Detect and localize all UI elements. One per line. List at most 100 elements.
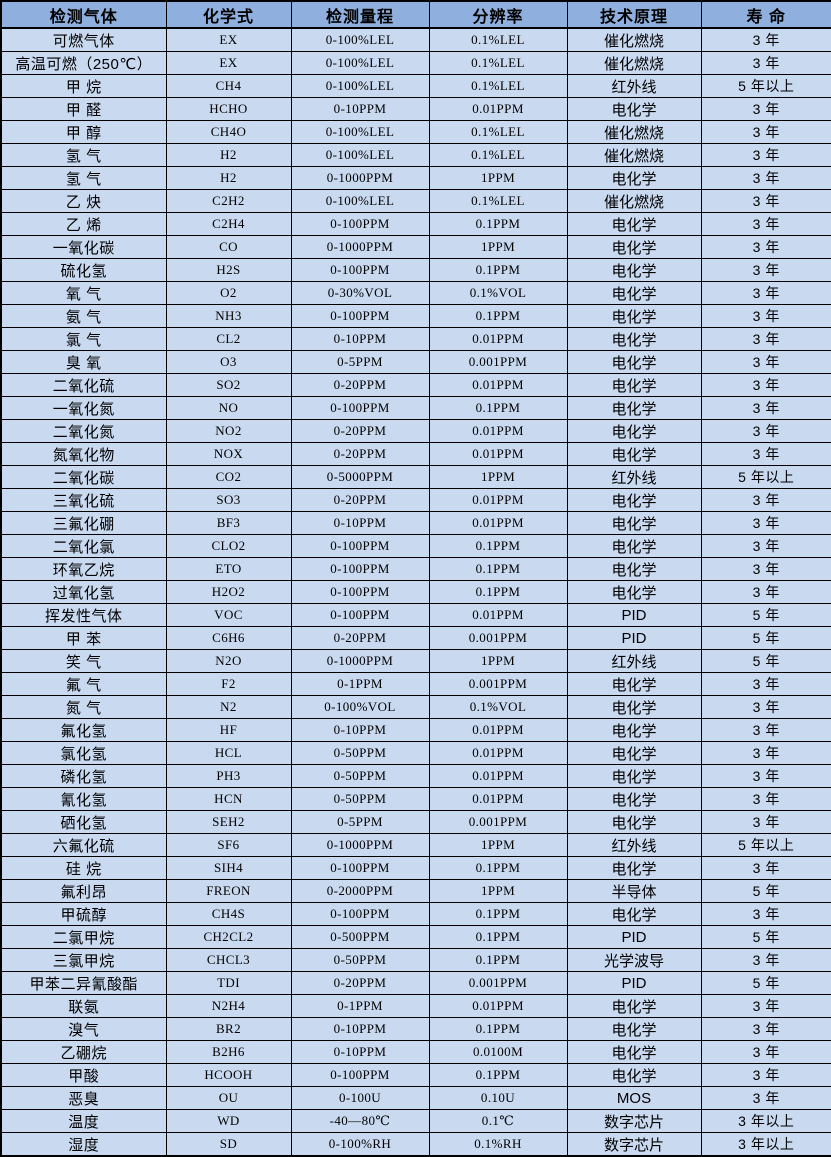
cell-gas: 恶臭 (0, 1086, 167, 1110)
cell-tech: 光学波导 (566, 948, 702, 972)
cell-life: 3 年 (700, 994, 831, 1018)
cell-range: 0-1000PPM (290, 833, 430, 857)
cell-form: CH4 (165, 74, 292, 98)
table-row: 硒化氢 SEH2 0-5PPM 0.001PPM 电化学 3 年 (0, 810, 831, 834)
column-header-gas: 检测气体 (0, 0, 167, 29)
table-row: 氧 气 O2 0-30%VOL 0.1%VOL 电化学 3 年 (0, 281, 831, 305)
cell-life: 3 年 (700, 672, 831, 696)
cell-tech: 电化学 (566, 258, 702, 282)
cell-tech: PID (566, 626, 702, 650)
cell-range: 0-5PPM (290, 350, 430, 374)
cell-form: HCL (165, 741, 292, 765)
cell-range: 0-10PPM (290, 327, 430, 351)
cell-form: EX (165, 27, 292, 52)
cell-tech: 电化学 (566, 787, 702, 811)
cell-gas: 三氧化硫 (0, 488, 167, 512)
cell-range: 0-100%VOL (290, 695, 430, 719)
cell-form: B2H6 (165, 1040, 292, 1064)
cell-gas: 六氟化硫 (0, 833, 167, 857)
cell-res: 0.001PPM (428, 810, 568, 834)
cell-range: 0-100PPM (290, 557, 430, 581)
table-row: 硫化氢 H2S 0-100PPM 0.1PPM 电化学 3 年 (0, 258, 831, 282)
cell-gas: 二氧化氮 (0, 419, 167, 443)
cell-range: 0-100%RH (290, 1132, 430, 1157)
cell-gas: 湿度 (0, 1132, 167, 1157)
cell-form: SIH4 (165, 856, 292, 880)
cell-tech: 红外线 (566, 74, 702, 98)
cell-form: HCOOH (165, 1063, 292, 1087)
cell-range: 0-50PPM (290, 741, 430, 765)
cell-res: 0.01PPM (428, 511, 568, 535)
cell-tech: 电化学 (566, 281, 702, 305)
cell-range: 0-100PPM (290, 856, 430, 880)
cell-range: 0-10PPM (290, 97, 430, 121)
cell-gas: 硫化氢 (0, 258, 167, 282)
cell-form: TDI (165, 971, 292, 995)
cell-tech: 电化学 (566, 97, 702, 121)
cell-res: 0.01PPM (428, 787, 568, 811)
cell-tech: 电化学 (566, 373, 702, 397)
cell-range: 0-1PPM (290, 994, 430, 1018)
cell-form: CH4S (165, 902, 292, 926)
cell-gas: 二氧化氯 (0, 534, 167, 558)
cell-tech: 电化学 (566, 304, 702, 328)
cell-life: 5 年 (700, 649, 831, 673)
cell-gas: 过氧化氢 (0, 580, 167, 604)
cell-gas: 二氧化碳 (0, 465, 167, 489)
cell-range: 0-20PPM (290, 373, 430, 397)
cell-form: PH3 (165, 764, 292, 788)
table-row: 环氧乙烷 ETO 0-100PPM 0.1PPM 电化学 3 年 (0, 557, 831, 581)
cell-life: 3 年 (700, 718, 831, 742)
cell-gas: 三氟化硼 (0, 511, 167, 535)
table-row: 磷化氢 PH3 0-50PPM 0.01PPM 电化学 3 年 (0, 764, 831, 788)
cell-tech: 数字芯片 (566, 1132, 702, 1157)
cell-range: 0-100U (290, 1086, 430, 1110)
table-row: 氢 气 H2 0-100%LEL 0.1%LEL 催化燃烧 3 年 (0, 143, 831, 167)
cell-res: 0.1PPM (428, 902, 568, 926)
cell-form: HCHO (165, 97, 292, 121)
table-row: 湿度 SD 0-100%RH 0.1%RH 数字芯片 3 年以上 (0, 1132, 831, 1157)
cell-form: HCN (165, 787, 292, 811)
cell-tech: 电化学 (566, 994, 702, 1018)
cell-life: 3 年 (700, 235, 831, 259)
table-row: 溴气 BR2 0-10PPM 0.1PPM 电化学 3 年 (0, 1017, 831, 1041)
cell-gas: 磷化氢 (0, 764, 167, 788)
table-row: 氮氧化物 NOX 0-20PPM 0.01PPM 电化学 3 年 (0, 442, 831, 466)
cell-gas: 甲 苯 (0, 626, 167, 650)
cell-tech: 电化学 (566, 419, 702, 443)
cell-range: 0-5000PPM (290, 465, 430, 489)
cell-life: 3 年 (700, 143, 831, 167)
cell-life: 3 年 (700, 557, 831, 581)
cell-tech: 电化学 (566, 327, 702, 351)
cell-life: 3 年 (700, 27, 831, 52)
table-row: 甲苯二异氰酸酯 TDI 0-20PPM 0.001PPM PID 5 年 (0, 971, 831, 995)
cell-tech: 电化学 (566, 672, 702, 696)
cell-res: 0.01PPM (428, 373, 568, 397)
cell-range: 0-500PPM (290, 925, 430, 949)
cell-res: 0.001PPM (428, 971, 568, 995)
cell-gas: 一氧化碳 (0, 235, 167, 259)
cell-tech: MOS (566, 1086, 702, 1110)
cell-tech: 电化学 (566, 488, 702, 512)
cell-range: 0-30%VOL (290, 281, 430, 305)
cell-tech: 电化学 (566, 442, 702, 466)
cell-form: NOX (165, 442, 292, 466)
cell-form: CO2 (165, 465, 292, 489)
cell-gas: 乙硼烷 (0, 1040, 167, 1064)
cell-form: CH4O (165, 120, 292, 144)
cell-tech: 电化学 (566, 557, 702, 581)
cell-res: 0.1%RH (428, 1132, 568, 1157)
cell-gas: 甲 烷 (0, 74, 167, 98)
cell-tech: 电化学 (566, 1063, 702, 1087)
cell-res: 0.1%LEL (428, 51, 568, 75)
table-row: 二氯甲烷 CH2CL2 0-500PPM 0.1PPM PID 5 年 (0, 925, 831, 949)
cell-life: 3 年 (700, 258, 831, 282)
cell-form: SF6 (165, 833, 292, 857)
cell-life: 3 年 (700, 948, 831, 972)
table-row: 乙硼烷 B2H6 0-10PPM 0.0100M 电化学 3 年 (0, 1040, 831, 1064)
cell-gas: 一氧化氮 (0, 396, 167, 420)
cell-gas: 氧 气 (0, 281, 167, 305)
table-row: 二氧化氮 NO2 0-20PPM 0.01PPM 电化学 3 年 (0, 419, 831, 443)
table-row: 氯化氢 HCL 0-50PPM 0.01PPM 电化学 3 年 (0, 741, 831, 765)
